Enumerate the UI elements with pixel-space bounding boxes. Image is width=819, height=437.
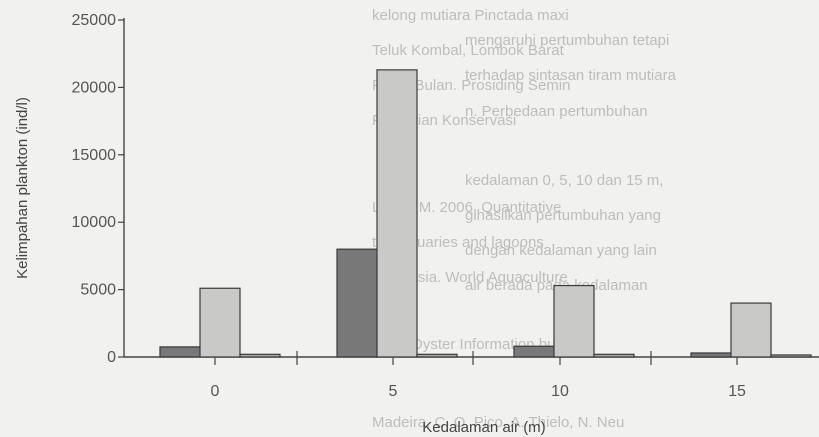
background-text-line: Pulau Bulan. Prosiding Semin <box>372 77 570 94</box>
bar <box>239 353 281 358</box>
background-text-line: n. Perbedaan pertumbuhan <box>465 103 648 120</box>
y-tick-label: 20000 <box>72 79 117 96</box>
background-text-line: Madeira, C. O. Pico, A. Thielo, N. Neu <box>372 414 624 431</box>
bar <box>159 346 201 358</box>
x-tick-label: 10 <box>551 383 569 400</box>
x-axis-title: Kedalaman air (m) <box>422 419 545 436</box>
bar <box>770 354 812 358</box>
y-tick-label: 0 <box>107 349 116 366</box>
y-tick-label: 15000 <box>72 147 117 164</box>
background-text-line: mengaruhi pertumbuhan tetapi <box>465 32 669 49</box>
bar <box>416 353 458 358</box>
bar <box>593 353 635 358</box>
background-text-line: terhadap sintasan tiram mutiara <box>465 67 677 84</box>
background-text-line: dengan kedalaman yang lain <box>465 242 657 259</box>
background-text-line: Teluk Kombal, Lombok Barat <box>372 42 565 59</box>
y-axis-title: Kelimpahan plankton (ind/l) <box>14 97 31 279</box>
background-text-line: kelong mutiara Pinctada maxi <box>372 7 569 24</box>
bar <box>730 302 772 358</box>
background-text-line: gihasilkan pertumbuhan yang <box>465 207 661 224</box>
x-tick-label: 0 <box>211 383 220 400</box>
x-tick-label: 15 <box>728 383 746 400</box>
bar <box>513 345 555 358</box>
y-tick-label: 5000 <box>80 282 116 299</box>
bar <box>690 352 732 358</box>
bar <box>336 248 378 358</box>
bar <box>553 284 595 358</box>
bar <box>199 287 241 358</box>
background-text-line: kedalaman 0, 5, 10 dan 15 m, <box>465 172 663 189</box>
y-tick-label: 10000 <box>72 214 117 231</box>
bar <box>376 69 418 358</box>
background-text-line: Lan, A.M. 2006. Quantitative <box>372 199 561 216</box>
x-tick-label: 5 <box>389 383 398 400</box>
background-text-line: Indonesia. World Aquaculture <box>372 269 568 286</box>
y-tick-label: 25000 <box>72 12 117 29</box>
